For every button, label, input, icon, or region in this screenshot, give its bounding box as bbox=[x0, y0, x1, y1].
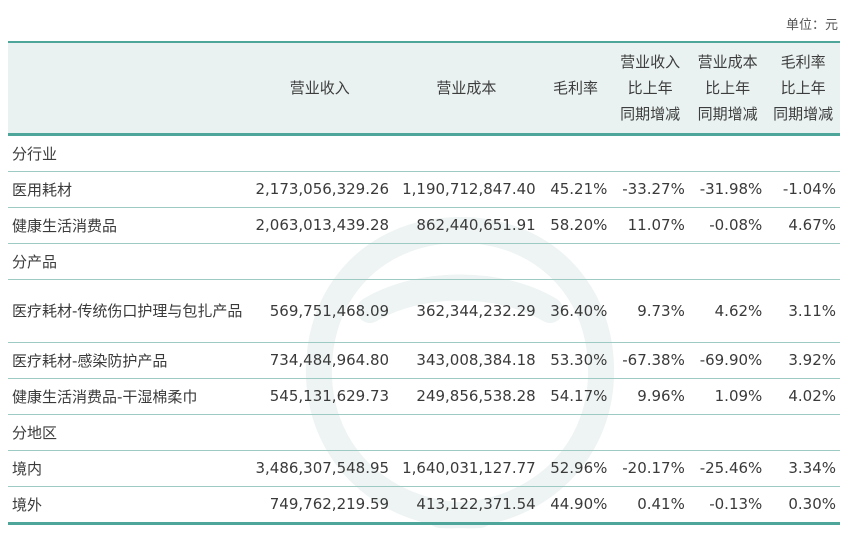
cell-cost-change: -69.90% bbox=[688, 342, 767, 379]
header-line: 同期增减 bbox=[697, 104, 758, 123]
cell-cost: 413,122,371.54 bbox=[393, 486, 540, 525]
header-line: 同期增减 bbox=[620, 104, 681, 123]
cell-cost: 249,856,538.28 bbox=[393, 378, 540, 415]
section-title: 分行业 bbox=[8, 134, 840, 172]
cell-cost: 862,440,651.91 bbox=[393, 207, 540, 244]
section-row-industry: 分行业 bbox=[8, 134, 840, 172]
cell-cost: 1,190,712,847.40 bbox=[393, 171, 540, 208]
cell-margin: 36.40% bbox=[539, 279, 612, 343]
cell-cost-change: -25.46% bbox=[688, 450, 767, 487]
cell-margin-change: 3.92% bbox=[766, 342, 840, 379]
cell-margin: 44.90% bbox=[539, 486, 612, 525]
cell-cost: 362,344,232.29 bbox=[393, 279, 540, 343]
row-name: 境内 bbox=[8, 450, 247, 487]
cell-revenue: 3,486,307,548.95 bbox=[246, 450, 394, 487]
cell-revenue: 545,131,629.73 bbox=[246, 378, 394, 415]
header-line: 营业成本 bbox=[697, 52, 758, 71]
header-line: 毛利率 bbox=[780, 52, 826, 71]
header-line: 同期增减 bbox=[773, 104, 834, 123]
table-row: 医用耗材 2,173,056,329.26 1,190,712,847.40 4… bbox=[8, 171, 840, 208]
cell-margin-change: 4.02% bbox=[766, 378, 840, 415]
cell-cost: 1,640,031,127.77 bbox=[393, 450, 540, 487]
header-revenue-change: 营业收入 比上年 同期增减 bbox=[611, 42, 688, 134]
cell-revenue-change: -20.17% bbox=[611, 450, 689, 487]
cell-revenue: 569,751,468.09 bbox=[246, 279, 394, 343]
table-row: 健康生活消费品 2,063,013,439.28 862,440,651.91 … bbox=[8, 207, 840, 244]
cell-revenue-change: -33.27% bbox=[611, 171, 689, 208]
header-line: 营业收入 bbox=[620, 52, 681, 71]
cell-margin: 52.96% bbox=[539, 450, 612, 487]
table-row: 境外 749,762,219.59 413,122,371.54 44.90% … bbox=[8, 486, 840, 525]
cell-revenue: 2,063,013,439.28 bbox=[246, 207, 394, 244]
header-line: 比上年 bbox=[780, 78, 826, 97]
cell-cost-change: -0.13% bbox=[688, 486, 767, 525]
cell-margin: 58.20% bbox=[539, 207, 612, 244]
section-title: 分产品 bbox=[8, 243, 840, 280]
cell-revenue-change: -67.38% bbox=[611, 342, 689, 379]
cell-margin: 53.30% bbox=[539, 342, 612, 379]
cell-revenue-change: 9.96% bbox=[611, 378, 689, 415]
row-name: 医用耗材 bbox=[8, 171, 247, 208]
cell-margin-change: 0.30% bbox=[766, 486, 840, 525]
cell-cost: 343,008,384.18 bbox=[393, 342, 540, 379]
cell-margin: 54.17% bbox=[539, 378, 612, 415]
cell-cost-change: -0.08% bbox=[688, 207, 767, 244]
cell-revenue: 749,762,219.59 bbox=[246, 486, 394, 525]
header-margin: 毛利率 bbox=[553, 78, 599, 97]
header-margin-change: 毛利率 比上年 同期增减 bbox=[766, 42, 840, 134]
cell-margin: 45.21% bbox=[539, 171, 612, 208]
cell-margin-change: 4.67% bbox=[766, 207, 840, 244]
row-name: 境外 bbox=[8, 486, 247, 525]
table-row: 医疗耗材-传统伤口护理与包扎产品 569,751,468.09 362,344,… bbox=[8, 279, 840, 343]
table-row: 健康生活消费品-干湿棉柔巾 545,131,629.73 249,856,538… bbox=[8, 378, 840, 415]
revenue-breakdown-table: 营业收入 营业成本 毛利率 营业收入 比上年 同期增减 营业成本 比上年 同期增… bbox=[8, 41, 840, 525]
header-line: 比上年 bbox=[627, 78, 673, 97]
header-cost-change: 营业成本 比上年 同期增减 bbox=[689, 42, 766, 134]
cell-revenue-change: 11.07% bbox=[611, 207, 689, 244]
row-name: 健康生活消费品 bbox=[8, 207, 247, 244]
table-row: 境内 3,486,307,548.95 1,640,031,127.77 52.… bbox=[8, 450, 840, 487]
cell-revenue-change: 0.41% bbox=[611, 486, 689, 525]
row-name: 健康生活消费品-干湿棉柔巾 bbox=[8, 378, 247, 415]
cell-cost-change: -31.98% bbox=[688, 171, 767, 208]
header-line: 比上年 bbox=[705, 78, 751, 97]
header-revenue: 营业收入 bbox=[289, 78, 350, 97]
section-title: 分地区 bbox=[8, 414, 840, 451]
cell-cost-change: 1.09% bbox=[688, 378, 767, 415]
cell-margin-change: 3.11% bbox=[766, 279, 840, 343]
cell-margin-change: -1.04% bbox=[766, 171, 840, 208]
row-name: 医疗耗材-感染防护产品 bbox=[8, 342, 247, 379]
cell-revenue: 2,173,056,329.26 bbox=[246, 171, 394, 208]
cell-margin-change: 3.34% bbox=[766, 450, 840, 487]
header-item bbox=[8, 42, 246, 134]
header-cost: 营业成本 bbox=[436, 78, 497, 97]
row-name: 医疗耗材-传统伤口护理与包扎产品 bbox=[8, 279, 247, 343]
section-row-region: 分地区 bbox=[8, 414, 840, 451]
cell-revenue: 734,484,964.80 bbox=[246, 342, 394, 379]
unit-label: 单位：元 bbox=[785, 18, 838, 33]
section-row-product: 分产品 bbox=[8, 243, 840, 280]
table-header-row: 营业收入 营业成本 毛利率 营业收入 比上年 同期增减 营业成本 比上年 同期增… bbox=[8, 42, 840, 134]
cell-revenue-change: 9.73% bbox=[611, 279, 689, 343]
cell-cost-change: 4.62% bbox=[688, 279, 767, 343]
table-row: 医疗耗材-感染防护产品 734,484,964.80 343,008,384.1… bbox=[8, 342, 840, 379]
